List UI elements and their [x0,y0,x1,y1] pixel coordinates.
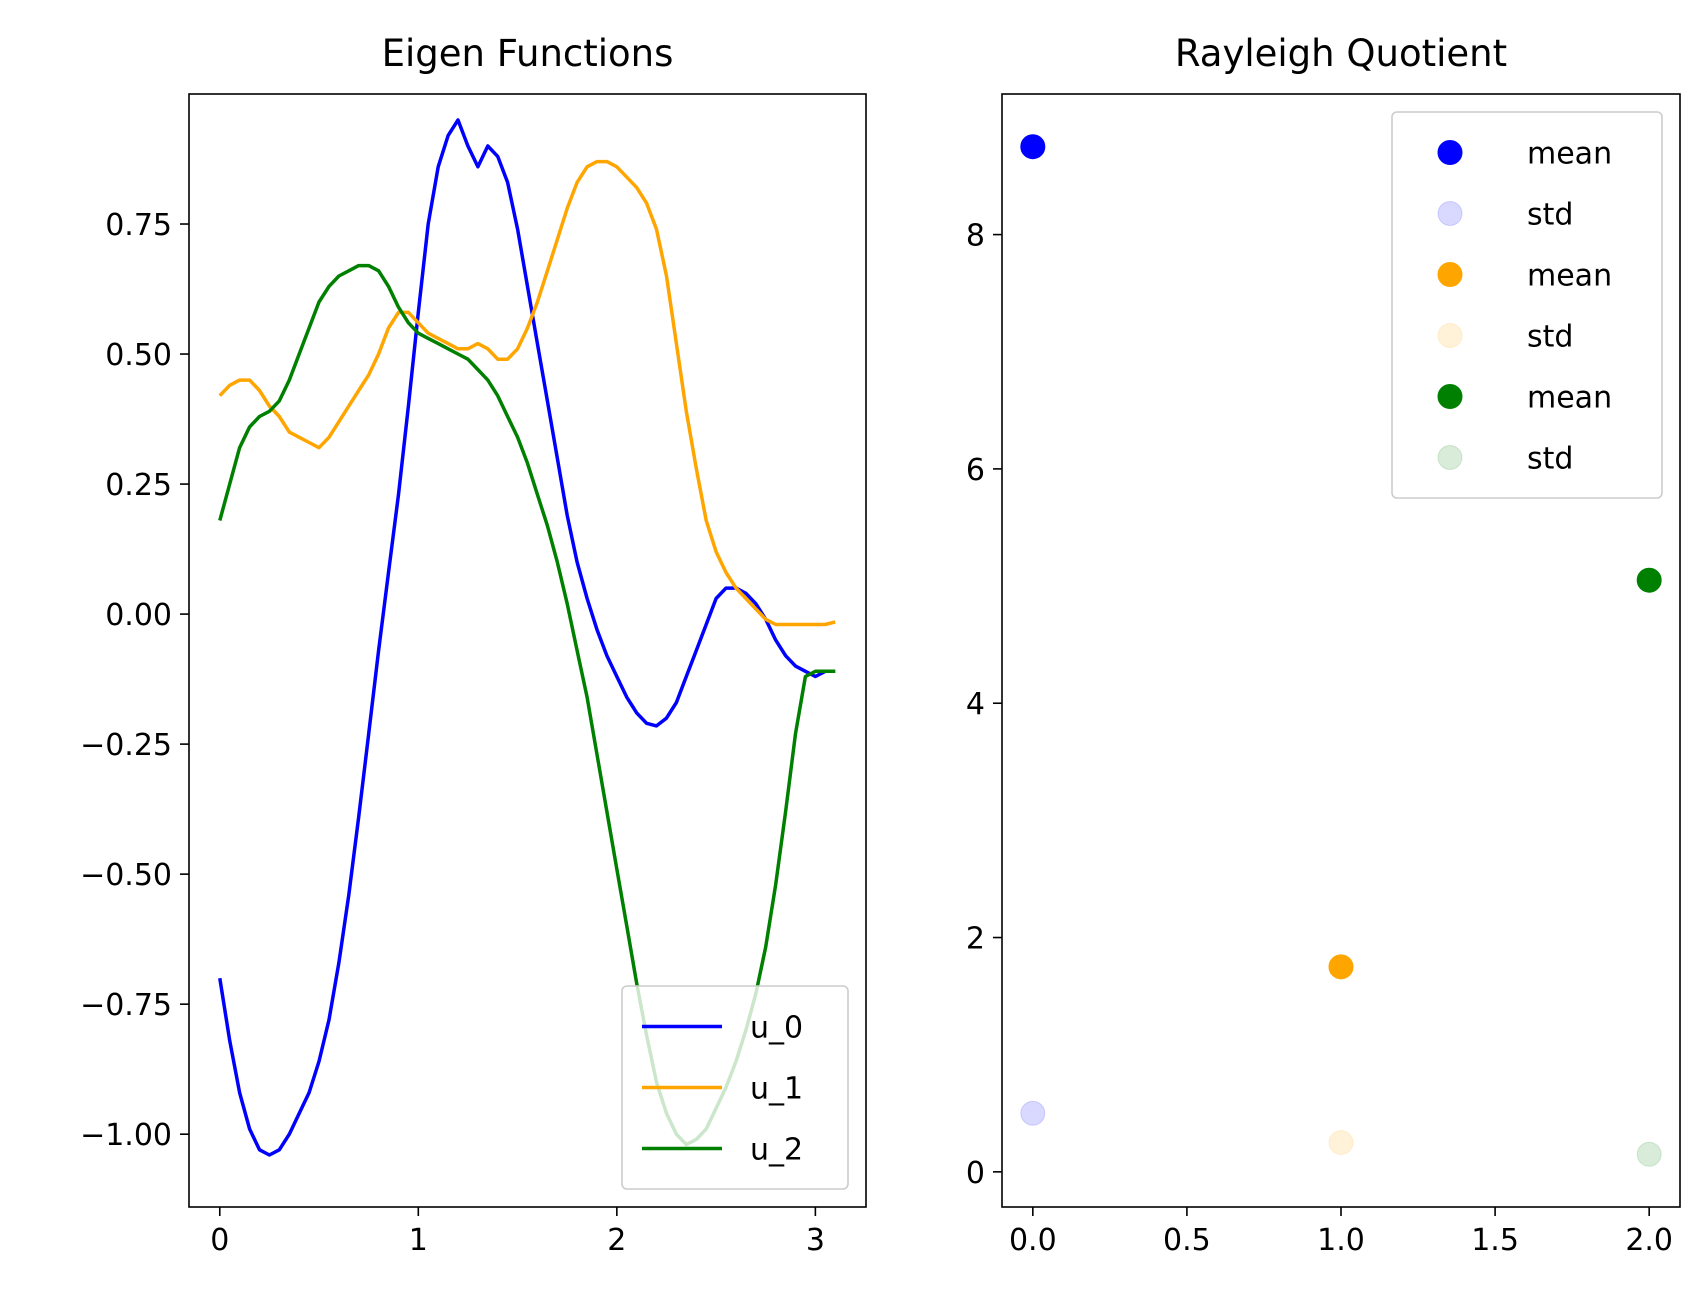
y-tick-label: 0.25 [105,468,172,503]
chart-0: Eigen Functions 0 1 2 3 −1.00 −0.75 −0.50 −0.25 0… [80,32,867,1258]
legend-label: u_1 [750,1072,803,1107]
legend: mean std mean std mean std [1391,111,1663,499]
y-tick-label: −1.00 [80,1118,172,1153]
legend-box [621,985,849,1190]
y-tick-label: 0.50 [105,338,172,373]
y-tick-label: 4 [966,687,985,722]
scatter-point-mean-0 [1020,134,1046,160]
x-tick-label: 3 [806,1223,825,1258]
legend-label: u_2 [750,1133,803,1168]
y-tick-label: −0.50 [80,858,172,893]
y-tick-label: 0 [966,1156,985,1191]
x-tick-label: 0 [210,1223,229,1258]
y-tick-label: −0.25 [80,728,172,763]
plot-area [1020,134,1662,1167]
legend-label: std [1527,320,1573,355]
legend-swatch [1437,445,1463,470]
x-tick-label: 0.0 [1009,1223,1057,1258]
chart-title: Eigen Functions [382,32,674,75]
legend-label: mean [1527,259,1612,294]
legend-swatch [1437,262,1463,287]
y-tick-label: 0.00 [105,598,172,633]
x-tick-label: 1.0 [1317,1223,1365,1258]
chart-title: Rayleigh Quotient [1175,32,1507,75]
legend-label: std [1527,442,1573,477]
legend-swatch [1437,140,1463,165]
scatter-point-std-1 [1020,1100,1046,1126]
chart-1: Rayleigh Quotient 0.0 0.5 1.0 1.5 2.0 0 2 4 6 8 mea… [966,32,1681,1258]
legend-label: u_0 [750,1011,803,1046]
scatter-point-mean-4 [1636,567,1662,593]
legend-label: mean [1527,381,1612,416]
y-tick-label: 8 [966,219,985,254]
x-tick-label: 0.5 [1163,1223,1211,1258]
y-tick-label: 2 [966,922,985,957]
y-tick-label: 6 [966,453,985,488]
x-tick-label: 1 [409,1223,428,1258]
x-tick-label: 2 [607,1223,626,1258]
scatter-point-std-3 [1328,1130,1354,1156]
axes-frame [188,93,867,1208]
legend-swatch [1437,323,1463,348]
legend-swatch [1437,201,1463,226]
y-tick-label: −0.75 [80,988,172,1023]
x-tick-label: 1.5 [1471,1223,1519,1258]
series-line-u_0 [218,118,836,1157]
legend-label: std [1527,198,1573,233]
y-tick-label: 0.75 [105,208,172,243]
legend-label: mean [1527,137,1612,172]
legend: u_0 u_1 u_2 [621,985,849,1190]
scatter-point-mean-2 [1328,954,1354,980]
series-line-u_1 [218,159,836,627]
scatter-point-std-5 [1636,1141,1662,1167]
legend-swatch [1437,384,1463,409]
x-tick-label: 2.0 [1625,1223,1673,1258]
